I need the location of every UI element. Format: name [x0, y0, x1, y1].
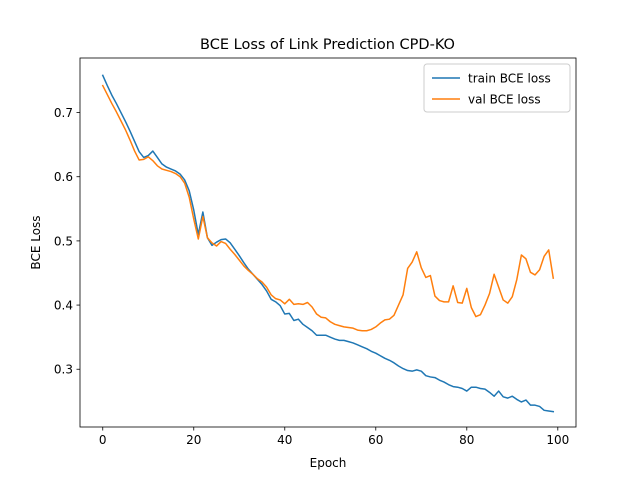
y-tick-label: 0.3: [54, 363, 73, 377]
legend-label-1: val BCE loss: [468, 93, 541, 107]
y-tick-label: 0.5: [54, 234, 73, 248]
y-tick-label: 0.7: [54, 106, 73, 120]
x-axis: 0 20 40 60 80 100: [99, 427, 569, 447]
x-tick-label: 40: [277, 433, 292, 447]
y-tick-label: 0.6: [54, 170, 73, 184]
x-tick-label: 0: [99, 433, 107, 447]
y-axis: 0.3 0.4 0.5 0.6 0.7: [54, 106, 80, 377]
series-layer: [101, 74, 555, 413]
legend: train BCE loss val BCE loss: [423, 63, 571, 113]
series-line-1: [101, 84, 555, 332]
x-tick-label: 80: [459, 433, 474, 447]
y-tick-label: 0.4: [54, 299, 73, 313]
legend-box: [423, 63, 571, 113]
legend-label-0: train BCE loss: [468, 72, 551, 86]
y-axis-title: BCE Loss: [29, 215, 43, 269]
x-tick-label: 100: [546, 433, 569, 447]
x-tick-label: 20: [186, 433, 201, 447]
x-axis-title: Epoch: [310, 456, 347, 470]
plot-area-frame: [79, 57, 577, 428]
series-line-0: [101, 74, 555, 413]
chart-title: BCE Loss of Link Prediction CPD-KO: [200, 37, 455, 53]
x-tick-label: 60: [368, 433, 383, 447]
